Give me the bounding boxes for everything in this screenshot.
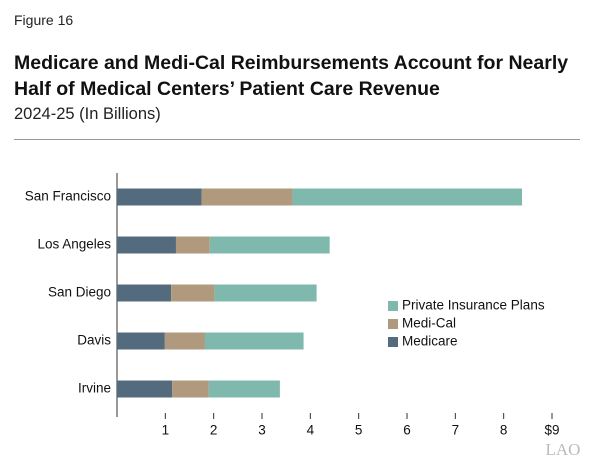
chart-title: Medicare and Medi-Cal Reimbursements Acc…: [14, 52, 569, 100]
figure-label: Figure 16: [14, 12, 74, 28]
bar-segment: [208, 380, 280, 398]
bar-segment: [172, 380, 209, 398]
bar-segment: [171, 284, 215, 302]
x-tick-label: 2: [210, 423, 218, 438]
bar-segment: [209, 236, 330, 254]
y-tick-label: Davis: [77, 333, 111, 348]
legend-label: Private Insurance Plans: [402, 298, 545, 313]
legend-swatch: [388, 337, 398, 347]
legend-swatch: [388, 319, 398, 329]
x-tick-label: 5: [355, 423, 363, 438]
logo: LAO: [546, 440, 581, 459]
x-tick-label: 1: [162, 423, 170, 438]
bar-segment: [204, 332, 304, 350]
x-tick-label: 8: [500, 423, 508, 438]
x-tick-label: $9: [544, 423, 559, 438]
bar-segment: [214, 284, 317, 302]
bar-segment: [117, 380, 173, 398]
x-tick-label: 6: [403, 423, 411, 438]
bar-segment: [117, 284, 172, 302]
bar-segment: [175, 236, 210, 254]
x-tick-label: 4: [307, 423, 315, 438]
bar-segment: [117, 236, 176, 254]
bar-segment: [117, 188, 202, 206]
legend-label: Medi-Cal: [402, 316, 456, 331]
divider: [14, 139, 580, 140]
y-tick-label: Irvine: [78, 381, 111, 396]
y-tick-label: San Francisco: [25, 189, 111, 204]
x-tick-label: 3: [258, 423, 266, 438]
legend-label: Medicare: [402, 334, 458, 349]
x-tick-label: 7: [452, 423, 460, 438]
y-tick-label: Los Angeles: [37, 237, 111, 252]
bar-segment: [201, 188, 293, 206]
y-tick-label: San Diego: [48, 285, 111, 300]
bar-segment: [292, 188, 523, 206]
bar-segment: [117, 332, 165, 350]
bar-segment: [164, 332, 205, 350]
legend-swatch: [388, 301, 398, 311]
chart-subtitle: 2024-25 (In Billions): [14, 105, 161, 123]
